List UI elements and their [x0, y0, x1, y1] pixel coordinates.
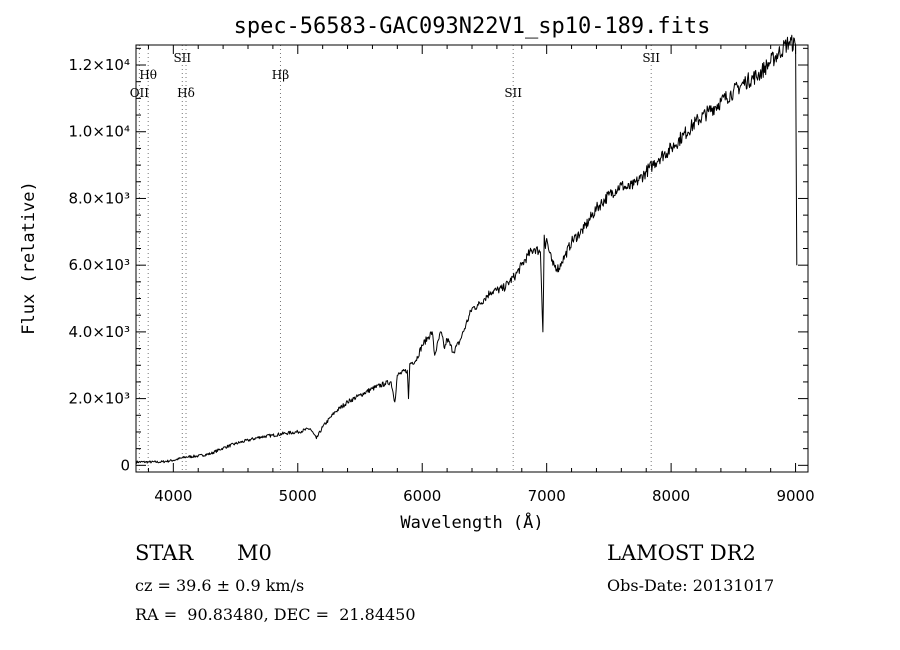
object-class-label: STAR	[135, 541, 194, 565]
y-tick-label: 1.2×10⁴	[68, 56, 130, 74]
plot-frame	[135, 44, 809, 473]
spectrum-line	[135, 34, 798, 464]
y-tick-label: 6.0×10³	[68, 256, 130, 274]
velocity-label: cz = 39.6 ± 0.9 km/s	[135, 576, 305, 595]
x-tick-label: 9000	[776, 487, 814, 505]
spectral-line-label: SII	[173, 51, 191, 65]
spectral-line-markers: OII Hθ SII Hδ Hβ SII SII	[130, 45, 660, 472]
spectral-line-label: Hδ	[177, 86, 195, 100]
subclass-label: M0	[237, 541, 272, 565]
x-tick-label: 4000	[154, 487, 192, 505]
coordinates-label: RA = 90.83480, DEC = 21.84450	[135, 605, 416, 624]
chart-title: spec-56583-GAC093N22V1_sp10-189.fits	[234, 14, 711, 39]
x-axis-label: Wavelength (Å)	[400, 511, 543, 533]
spectral-line-label: OII	[130, 86, 150, 100]
y-tick-label: 1.0×10⁴	[68, 123, 130, 141]
spectral-line-label: SII	[504, 86, 522, 100]
spectrum-series	[135, 34, 798, 464]
axis-ticks: 4000 5000 6000 7000 8000 9000 0 2.0×10³ 4.0×10³ 6…	[68, 45, 815, 505]
spectral-line-label: Hθ	[139, 68, 157, 82]
y-tick-label: 0	[120, 456, 130, 474]
x-tick-label: 8000	[652, 487, 690, 505]
x-tick-label: 6000	[403, 487, 441, 505]
obs-date-label: Obs-Date: 20131017	[607, 576, 775, 595]
survey-label: LAMOST DR2	[607, 541, 756, 565]
spectral-line-label: Hβ	[272, 68, 289, 82]
x-tick-label: 7000	[528, 487, 566, 505]
y-tick-label: 8.0×10³	[68, 189, 130, 207]
y-tick-label: 2.0×10³	[68, 390, 130, 408]
y-tick-label: 4.0×10³	[68, 323, 130, 341]
y-axis-label: Flux (relative)	[19, 181, 39, 335]
spectral-line-label: SII	[642, 51, 660, 65]
x-tick-label: 5000	[279, 487, 317, 505]
